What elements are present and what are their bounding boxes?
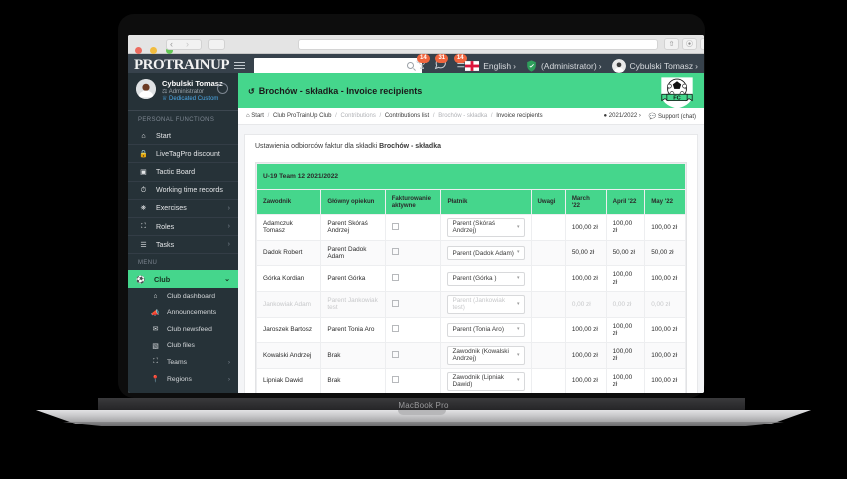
svg-text:FC: FC (673, 95, 681, 101)
